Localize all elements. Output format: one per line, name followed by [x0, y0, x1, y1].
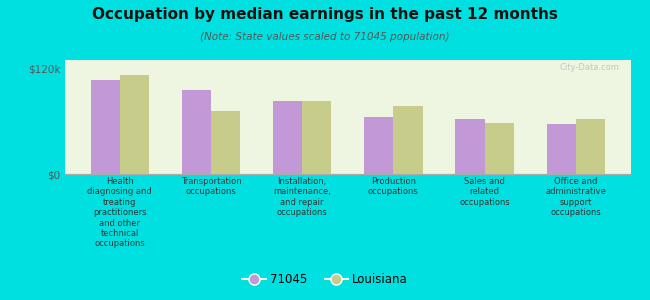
- Bar: [120, 75, 149, 174]
- Bar: [456, 119, 484, 174]
- Bar: [576, 119, 605, 174]
- Bar: [90, 80, 120, 174]
- Text: Production
occupations: Production occupations: [368, 177, 419, 197]
- Text: Occupation by median earnings in the past 12 months: Occupation by median earnings in the pas…: [92, 8, 558, 22]
- Bar: [211, 111, 240, 174]
- Bar: [364, 117, 393, 174]
- Text: Installation,
maintenance,
and repair
occupations: Installation, maintenance, and repair oc…: [273, 177, 331, 217]
- Bar: [182, 90, 211, 174]
- Text: Transportation
occupations: Transportation occupations: [181, 177, 241, 197]
- Bar: [484, 123, 514, 174]
- Text: City-Data.com: City-Data.com: [559, 63, 619, 72]
- Text: Health
diagnosing and
treating
practitioners
and other
technical
occupations: Health diagnosing and treating practitio…: [87, 177, 152, 248]
- Text: Sales and
related
occupations: Sales and related occupations: [459, 177, 510, 207]
- Bar: [547, 124, 576, 174]
- Bar: [273, 101, 302, 174]
- Bar: [393, 106, 422, 174]
- Legend: 71045, Louisiana: 71045, Louisiana: [238, 269, 412, 291]
- Text: (Note: State values scaled to 71045 population): (Note: State values scaled to 71045 popu…: [200, 32, 450, 41]
- Text: Office and
administrative
support
occupations: Office and administrative support occupa…: [545, 177, 606, 217]
- Bar: [302, 101, 332, 174]
